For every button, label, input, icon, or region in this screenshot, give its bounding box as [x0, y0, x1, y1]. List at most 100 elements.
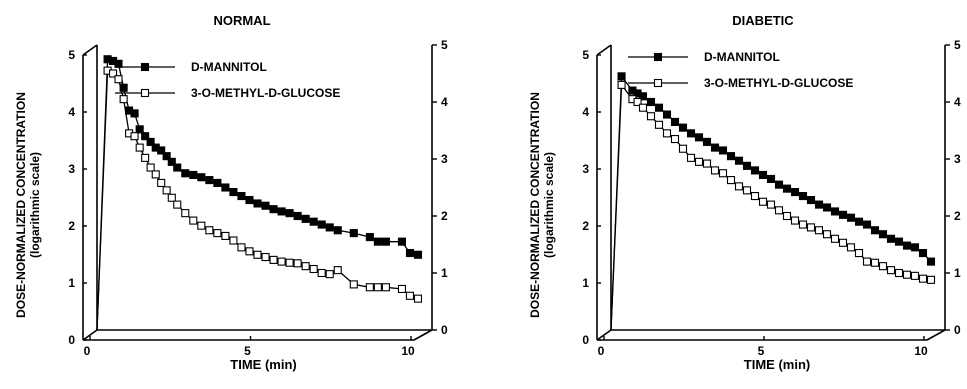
y-tick-label-left: 1	[582, 276, 589, 290]
y-tick-label-left: 0	[582, 333, 589, 347]
data-point-3-o-methyl-d-glucose	[806, 223, 816, 232]
data-point-3-o-methyl-d-glucose	[237, 243, 246, 252]
data-point-d-mannitol	[213, 178, 222, 187]
data-point-3-o-methyl-d-glucose	[293, 259, 302, 268]
y-axis-sublabel: (logarithmic scale)	[28, 152, 42, 258]
data-point-d-mannitol	[878, 230, 888, 239]
data-point-3-o-methyl-d-glucose	[205, 226, 214, 235]
data-point-3-o-methyl-d-glucose	[181, 209, 190, 218]
data-point-3-o-methyl-d-glucose	[365, 283, 374, 292]
data-point-d-mannitol	[162, 152, 171, 161]
y-tick-label-left: 5	[68, 48, 75, 62]
data-point-3-o-methyl-d-glucose	[662, 129, 672, 138]
data-point-3-o-methyl-d-glucose	[119, 95, 128, 104]
y-tick-label-left: 3	[68, 162, 75, 176]
data-point-d-mannitol	[894, 237, 904, 246]
data-point-d-mannitol	[373, 237, 382, 246]
data-point-3-o-methyl-d-glucose	[766, 200, 776, 209]
data-point-d-mannitol	[333, 226, 342, 235]
x-axis-label: TIME (min)	[744, 357, 810, 372]
data-point-d-mannitol	[301, 214, 310, 223]
data-point-3-o-methyl-d-glucose	[726, 176, 736, 185]
data-point-d-mannitol	[141, 132, 150, 141]
y-tick-label-right: 5	[441, 38, 448, 52]
y-tick-label-right: 0	[954, 323, 961, 337]
data-point-d-mannitol	[806, 195, 816, 205]
data-point-d-mannitol	[662, 110, 672, 119]
x-tick-label: 5	[244, 344, 251, 358]
y-axis-sublabel: (logarithmic scale)	[542, 152, 556, 258]
data-point-3-o-methyl-d-glucose	[317, 268, 326, 278]
data-point-3-o-methyl-d-glucose	[830, 234, 840, 243]
y-tick-label-left: 2	[582, 219, 589, 233]
y-tick-label-right: 4	[441, 95, 448, 109]
y-tick-label-right: 2	[954, 209, 961, 223]
data-point-3-o-methyl-d-glucose	[114, 75, 123, 84]
data-point-d-mannitol	[181, 169, 190, 178]
data-point-d-mannitol	[854, 217, 864, 226]
data-point-d-mannitol	[221, 183, 230, 192]
data-point-3-o-methyl-d-glucose	[878, 262, 888, 271]
floor-left-edge	[596, 329, 612, 341]
data-point-d-mannitol	[742, 161, 752, 170]
data-point-d-mannitol	[189, 170, 198, 180]
x-tick-label: 10	[914, 344, 928, 358]
data-point-d-mannitol	[638, 92, 648, 101]
y-tick-label-right: 1	[954, 266, 961, 280]
data-point-d-mannitol	[114, 59, 123, 68]
data-point-d-mannitol	[365, 233, 374, 242]
data-point-3-o-methyl-d-glucose	[135, 143, 144, 152]
data-point-3-o-methyl-d-glucose	[253, 250, 262, 259]
x-tick-label: 0	[84, 344, 91, 358]
x-tick-label: 10	[401, 344, 415, 358]
data-point-d-mannitol	[253, 199, 262, 208]
data-point-3-o-methyl-d-glucose	[197, 221, 206, 230]
data-point-3-o-methyl-d-glucose	[109, 69, 118, 78]
data-point-d-mannitol	[173, 163, 182, 172]
data-point-d-mannitol	[405, 249, 415, 258]
y-tick-label-right: 5	[954, 38, 961, 52]
data-point-d-mannitol	[670, 117, 680, 126]
data-point-3-o-methyl-d-glucose	[646, 112, 656, 121]
data-point-d-mannitol	[830, 207, 840, 216]
data-point-3-o-methyl-d-glucose	[710, 166, 720, 175]
data-point-d-mannitol	[734, 156, 744, 165]
data-point-3-o-methyl-d-glucose	[633, 97, 642, 107]
y-tick-label-left: 1	[68, 276, 75, 290]
data-point-3-o-methyl-d-glucose	[405, 291, 415, 300]
y-tick-label-right: 3	[954, 152, 961, 166]
legend-label: D-MANNITOL	[704, 50, 780, 64]
x-axis-label: TIME (min)	[230, 357, 296, 372]
data-point-3-o-methyl-d-glucose	[886, 266, 896, 275]
floor-left-edge	[82, 329, 98, 341]
x-tick-label: 5	[758, 344, 765, 358]
data-point-d-mannitol	[758, 170, 768, 180]
data-point-3-o-methyl-d-glucose	[285, 258, 294, 267]
data-point-3-o-methyl-d-glucose	[213, 229, 222, 238]
data-point-d-mannitol	[774, 180, 784, 189]
data-point-3-o-methyl-d-glucose	[854, 249, 864, 258]
data-point-3-o-methyl-d-glucose	[814, 226, 824, 235]
data-point-d-mannitol	[846, 213, 856, 222]
data-point-d-mannitol	[710, 143, 720, 152]
data-point-d-mannitol	[167, 157, 176, 166]
top-left-edge	[82, 44, 98, 56]
floor-right-edge	[926, 329, 946, 341]
data-point-3-o-methyl-d-glucose	[617, 80, 626, 89]
data-point-3-o-methyl-d-glucose	[790, 216, 800, 225]
data-point-3-o-methyl-d-glucose	[862, 257, 872, 266]
data-point-d-mannitol	[766, 174, 776, 183]
y-tick-label-left: 5	[582, 48, 589, 62]
data-point-3-o-methyl-d-glucose	[774, 206, 784, 215]
data-point-3-o-methyl-d-glucose	[189, 216, 198, 225]
data-point-3-o-methyl-d-glucose	[261, 252, 270, 262]
data-point-3-o-methyl-d-glucose	[846, 243, 856, 252]
legend-marker	[653, 52, 663, 62]
y-axis-label: DOSE-NORMALIZED CONCENTRATION	[14, 92, 28, 318]
chart-title: DIABETIC	[732, 13, 794, 28]
data-point-d-mannitol	[726, 152, 736, 161]
data-point-3-o-methyl-d-glucose	[678, 144, 688, 153]
data-point-d-mannitol	[157, 146, 166, 155]
y-tick-label-left: 3	[582, 162, 589, 176]
